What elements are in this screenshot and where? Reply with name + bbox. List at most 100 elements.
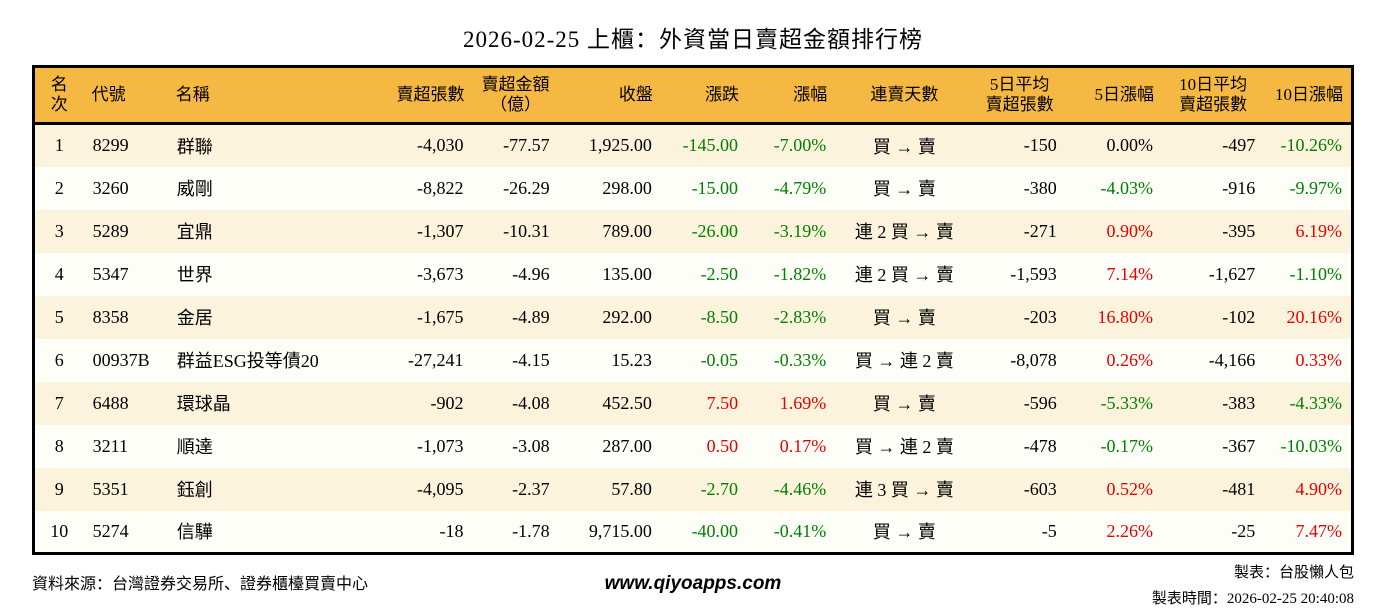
col-header-avg10: 10日平均 賣超張數 (1161, 66, 1265, 125)
table-row: 1 8299 群聯 -4,030 -77.57 1,925.00 -145.00 -7.00%… (33, 123, 1353, 167)
cell-change: -2.50 (700, 263, 739, 284)
cell-sell_amount: -4.96 (512, 263, 550, 284)
cell-avg5: -203 (1023, 306, 1057, 327)
table-row: 3 5289 宜鼎 -1,307 -10.31 789.00 -26.00 -3.19% 連 2… (33, 209, 1353, 253)
cell-code: 6488 (92, 392, 129, 413)
cell-change_pct: -4.79% (773, 177, 827, 198)
cell-rank: 7 (54, 392, 64, 413)
cell-code: 8299 (92, 135, 129, 156)
col-header-name: 名稱 (167, 66, 347, 125)
cell-close: 287.00 (602, 435, 652, 456)
cell-code: 00937B (92, 349, 150, 370)
cell-sell_amount: -26.29 (503, 177, 550, 198)
cell-avg10: -383 (1222, 392, 1256, 413)
col-header-sell_volume: 賣超張數 (346, 66, 473, 125)
cell-change_pct: -7.00% (773, 135, 827, 156)
cell-pct5: 0.52% (1106, 478, 1153, 499)
cell-close: 452.50 (602, 392, 652, 413)
col-header-pct5: 5日漲幅 (1065, 66, 1162, 125)
cell-change_pct: -4.46% (773, 478, 827, 499)
col-header-close: 收盤 (558, 66, 661, 125)
cell-avg5: -8,078 (1010, 349, 1057, 370)
cell-avg5: -150 (1023, 135, 1057, 156)
cell-change: -145.00 (682, 135, 739, 156)
cell-change_pct: -0.41% (773, 520, 827, 541)
col-header-avg5: 5日平均 賣超張數 (973, 66, 1066, 125)
footer-data-source: 資料來源：台灣證券交易所、證券櫃檯買賣中心 (32, 576, 369, 593)
cell-close: 292.00 (602, 306, 652, 327)
col-header-change_pct: 漲幅 (747, 66, 836, 125)
cell-pct5: 7.14% (1106, 263, 1153, 284)
cell-avg10: -481 (1222, 478, 1256, 499)
cell-pct5: 2.26% (1106, 520, 1153, 541)
cell-pct5: -4.03% (1100, 177, 1153, 198)
cell-sell_volume: -1,073 (416, 435, 464, 456)
col-header-pct10: 10日漲幅 (1264, 66, 1353, 125)
cell-code: 5351 (92, 478, 129, 499)
cell-avg10: -367 (1222, 435, 1256, 456)
footer-website: www.qiyoapps.com (604, 573, 782, 594)
cell-streak: 買 → 賣 (872, 136, 936, 157)
cell-name: 鈺創 (176, 480, 213, 500)
cell-name: 群益ESG投等債20 (176, 351, 319, 371)
table-body: 1 8299 群聯 -4,030 -77.57 1,925.00 -145.00 -7.00%… (33, 123, 1353, 554)
col-header-change: 漲跌 (660, 66, 748, 125)
cell-rank: 4 (54, 263, 64, 284)
ranking-table: 名次 代號 名稱 賣超張數 賣超金額 （億） 收盤 漲跌 漲幅 連賣天數 5日平均 賣超張數 5日漲… (32, 65, 1354, 555)
cell-rank: 1 (54, 135, 64, 156)
cell-close: 57.80 (611, 478, 652, 499)
cell-sell_amount: -2.37 (512, 478, 550, 499)
cell-sell_amount: -77.57 (503, 135, 550, 156)
cell-pct5: 16.80% (1097, 306, 1153, 327)
cell-pct10: 20.16% (1286, 306, 1343, 327)
cell-close: 135.00 (602, 263, 652, 284)
cell-pct10: -1.10% (1289, 263, 1343, 284)
cell-sell_amount: -4.08 (512, 392, 550, 413)
cell-rank: 10 (50, 520, 69, 541)
cell-pct5: 0.00% (1106, 135, 1153, 156)
cell-code: 3211 (92, 435, 128, 456)
cell-streak: 買 → 賣 (872, 394, 936, 414)
cell-avg5: -380 (1023, 177, 1057, 198)
cell-avg5: -478 (1023, 435, 1057, 456)
cell-rank: 5 (54, 306, 64, 327)
table-row: 6 00937B 群益ESG投等債20 -27,241 -4.15 15.23 -0.05 -… (33, 338, 1353, 382)
cell-sell_volume: -8,822 (416, 177, 464, 198)
cell-sell_volume: -4,095 (416, 478, 464, 499)
table-row: 4 5347 世界 -3,673 -4.96 135.00 -2.50 -1.82% 連 2 買… (33, 252, 1353, 296)
cell-sell_volume: -1,307 (416, 220, 464, 241)
cell-pct10: 6.19% (1295, 220, 1343, 241)
cell-pct5: -0.17% (1100, 435, 1153, 456)
cell-name: 順達 (176, 437, 213, 457)
cell-rank: 3 (54, 220, 64, 241)
col-header-code: 代號 (83, 66, 168, 125)
cell-avg10: -25 (1231, 520, 1256, 541)
cell-avg10: -102 (1222, 306, 1256, 327)
cell-streak: 買 → 連 2 賣 (854, 437, 954, 457)
cell-avg10: -916 (1222, 177, 1256, 198)
cell-change: -8.50 (700, 306, 739, 327)
col-header-sell_amount: 賣超金額 （億） (472, 66, 559, 125)
cell-avg10: -4,166 (1208, 349, 1256, 370)
table-header: 名次 代號 名稱 賣超張數 賣超金額 （億） 收盤 漲跌 漲幅 連賣天數 5日平均 賣超張數 5日漲… (33, 66, 1353, 125)
cell-sell_volume: -1,675 (416, 306, 464, 327)
table-row: 2 3260 威剛 -8,822 -26.29 298.00 -15.00 -4.79% 買 →… (33, 166, 1353, 210)
cell-name: 群聯 (176, 136, 213, 157)
cell-name: 宜鼎 (176, 222, 213, 242)
cell-streak: 連 3 買 → 賣 (854, 480, 954, 500)
cell-close: 298.00 (602, 177, 652, 198)
cell-change: -15.00 (691, 177, 739, 198)
cell-change_pct: -1.82% (773, 263, 827, 284)
cell-streak: 買 → 賣 (872, 308, 936, 328)
cell-avg10: -395 (1222, 220, 1256, 241)
cell-streak: 連 2 買 → 賣 (854, 222, 954, 242)
table-row: 8 3211 順達 -1,073 -3.08 287.00 0.50 0.17% 買 → 連 2… (33, 424, 1353, 468)
cell-change: 7.50 (706, 392, 739, 413)
cell-sell_volume: -18 (439, 520, 464, 541)
cell-change: -40.00 (691, 520, 739, 541)
cell-sell_volume: -27,241 (407, 349, 464, 370)
cell-pct5: 0.26% (1106, 349, 1153, 370)
cell-sell_volume: -4,030 (416, 135, 464, 156)
table-row: 5 8358 金居 -1,675 -4.89 292.00 -8.50 -2.83% 買 → 賣… (33, 295, 1353, 339)
cell-sell_amount: -1.78 (512, 520, 550, 541)
